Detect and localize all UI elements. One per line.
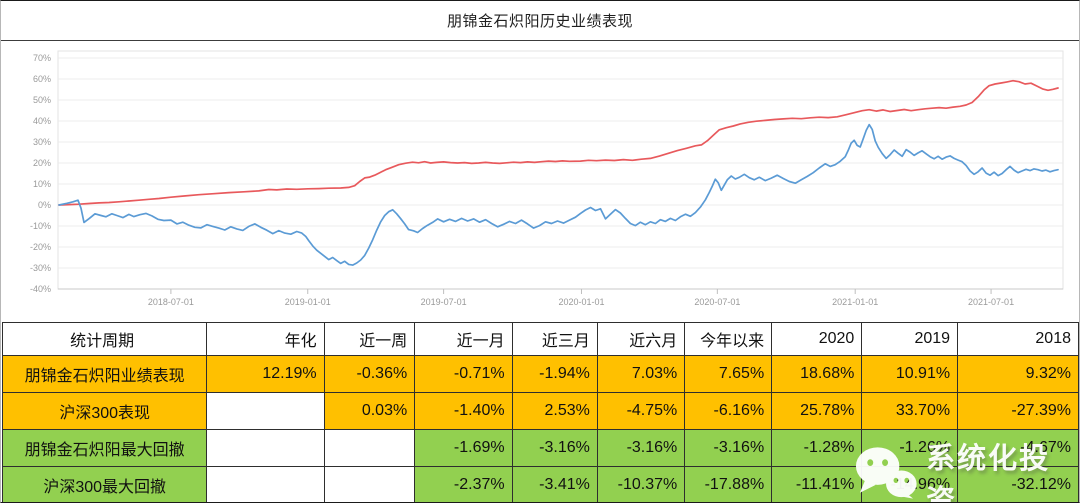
table-row: 沪深300表现 0.03% -1.40% 2.53% -4.75% -6.16% 25.78… [1, 392, 1079, 430]
table-row: 朋锦金石炽阳业绩表现 12.19% -0.36% -0.71% -1.94% 7.03% 7… [1, 355, 1079, 393]
value-cell: -1.69% [414, 429, 513, 467]
value-cell: -0.36% [323, 355, 416, 393]
column-header: 年化 [206, 322, 325, 356]
value-cell: -2.37% [414, 466, 513, 502]
x-axis-label: 2018-07-01 [148, 297, 194, 307]
y-axis-label: 20% [33, 158, 51, 168]
y-axis-label: 50% [33, 95, 51, 105]
value-cell: -3.16% [511, 429, 598, 467]
value-cell: -32.12% [957, 466, 1079, 502]
x-axis-label: 2019-01-01 [285, 297, 331, 307]
value-cell [323, 466, 416, 502]
wechat-icon [853, 445, 919, 499]
y-axis-label: 0% [38, 200, 51, 210]
y-axis-label: -30% [30, 263, 51, 273]
value-cell: 0.03% [323, 392, 416, 430]
value-cell: 18.68% [771, 355, 863, 393]
value-cell: 7.65% [684, 355, 773, 393]
value-cell: 33.70% [861, 392, 959, 430]
value-cell: -3.16% [684, 429, 773, 467]
series-line [58, 123, 1059, 266]
value-cell: -3.16% [596, 429, 686, 467]
value-cell: -4.75% [596, 392, 686, 430]
row-label: 沪深300表现 [1, 392, 208, 430]
column-header: 2020 [771, 322, 863, 356]
y-axis-label: 10% [33, 179, 51, 189]
table-header-row: 统计周期 年化 近一周 近一月 近三月 近六月 今年以来 2020 2019 2018 [1, 322, 1079, 356]
title-bar: 朋锦金石炽阳历史业绩表现 [1, 1, 1079, 41]
column-header: 2019 [861, 322, 959, 356]
page-title: 朋锦金石炽阳历史业绩表现 [446, 13, 633, 30]
value-cell: 25.78% [771, 392, 863, 430]
value-cell: -17.88% [684, 466, 773, 502]
y-axis-label: 60% [33, 74, 51, 84]
row-label: 朋锦金石炽阳业绩表现 [1, 355, 208, 393]
table-row: 沪深300最大回撤 -2.37% -3.41% -10.37% -17.88% -11.4… [1, 466, 1079, 502]
value-cell: -10.37% [596, 466, 686, 502]
x-axis-label: 2020-01-01 [558, 297, 604, 307]
watermark-text: 系统化投资 [926, 443, 1051, 503]
value-cell: -6.16% [684, 392, 773, 430]
value-cell: -11.41% [771, 466, 863, 502]
column-header: 近三月 [511, 322, 598, 356]
column-header: 近六月 [596, 322, 686, 356]
x-axis-label: 2020-07-01 [694, 297, 740, 307]
column-header: 统计周期 [1, 322, 208, 356]
value-cell [323, 429, 416, 467]
series-line [58, 79, 1059, 206]
value-cell: 12.19% [206, 355, 325, 393]
column-header: 近一月 [414, 322, 513, 356]
watermark: 系统化投资 [853, 425, 1079, 503]
value-cell: 7.03% [596, 355, 686, 393]
column-header: 今年以来 [684, 322, 773, 356]
value-cell: -1.40% [414, 392, 513, 430]
y-axis-label: 70% [33, 53, 51, 63]
y-axis-label: -40% [30, 284, 51, 294]
value-cell [206, 466, 325, 502]
value-cell [206, 392, 325, 430]
value-cell: 10.91% [861, 355, 959, 393]
y-axis-label: 30% [33, 137, 51, 147]
x-axis-label: 2019-07-01 [421, 297, 467, 307]
value-cell: -0.71% [414, 355, 513, 393]
value-cell: -1.28% [771, 429, 863, 467]
x-axis-label: 2021-07-01 [968, 297, 1014, 307]
value-cell: 9.32% [957, 355, 1079, 393]
y-axis-label: -10% [30, 221, 51, 231]
column-header: 近一周 [323, 322, 416, 356]
value-cell: -3.41% [511, 466, 598, 502]
value-cell: -4.67% [957, 429, 1079, 467]
value-cell: -1.94% [511, 355, 598, 393]
y-axis-label: -20% [30, 242, 51, 252]
value-cell [206, 429, 325, 467]
y-axis-label: 40% [33, 116, 51, 126]
value-cell: 2.53% [511, 392, 598, 430]
column-header: 2018 [957, 322, 1079, 356]
x-axis-label: 2021-01-01 [832, 297, 878, 307]
value-cell: -27.39% [957, 392, 1079, 430]
performance-line-chart: 70% 60% 50% 40% 30% 20% 10% 0% -10% -20% -30% -40% 2… [30, 50, 1064, 307]
row-label: 朋锦金石炽阳最大回撤 [1, 429, 208, 467]
row-label: 沪深300最大回撤 [1, 466, 208, 502]
